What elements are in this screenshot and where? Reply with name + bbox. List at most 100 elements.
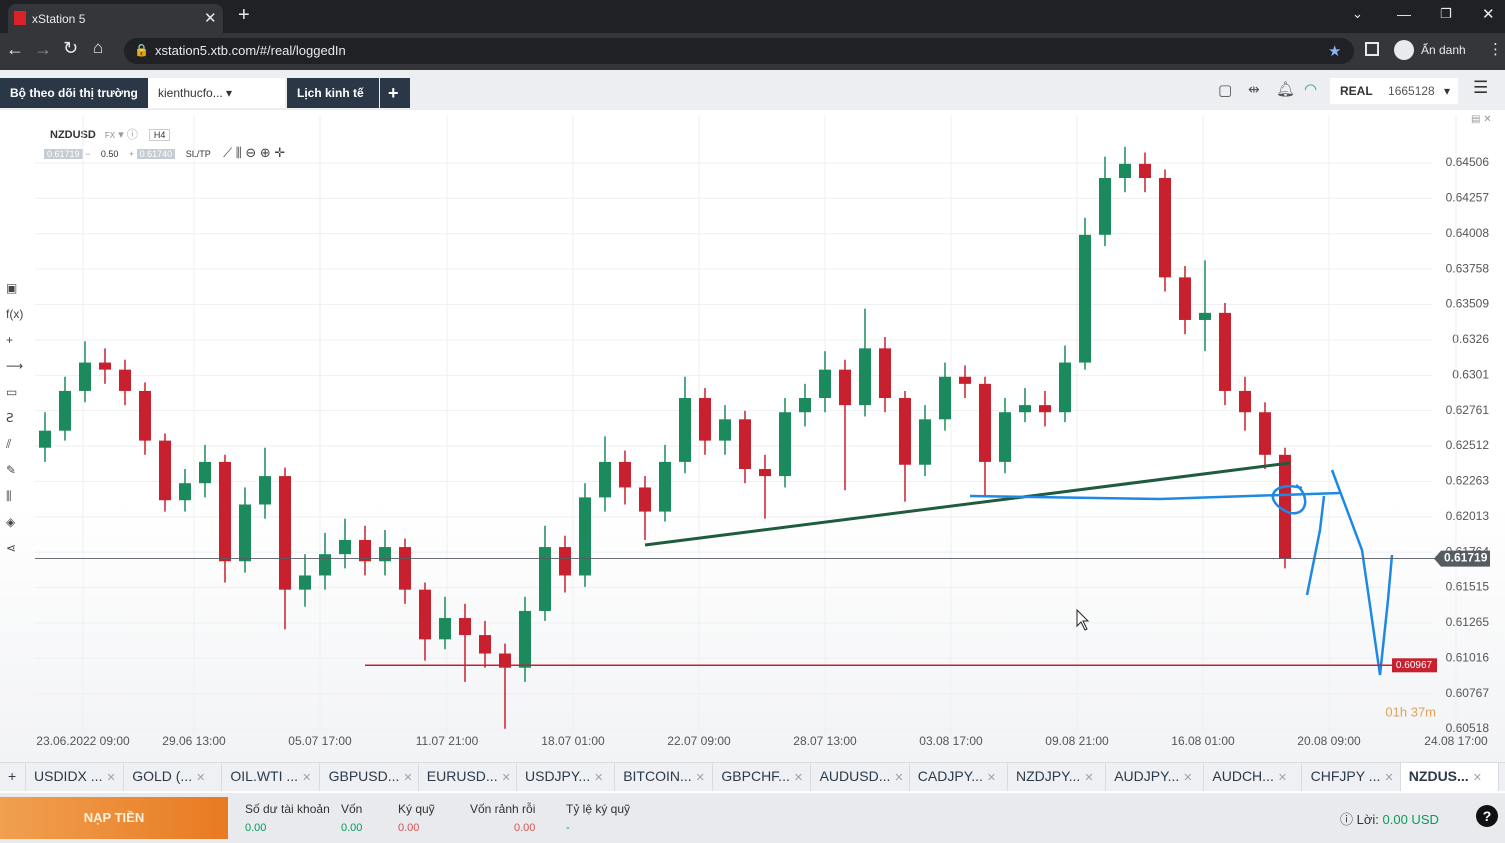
- instrument-tab[interactable]: USDJPY... ✕: [517, 763, 615, 791]
- instrument-tab[interactable]: NZDJPY... ✕: [1008, 763, 1106, 791]
- tab-close[interactable]: ✕: [1084, 772, 1094, 784]
- instrument-tab[interactable]: AUDUSD... ✕: [812, 763, 910, 791]
- stat-value: 0.00: [245, 822, 267, 834]
- x-tick-label: 11.07 21:00: [416, 734, 479, 748]
- tab-title: xStation 5: [32, 12, 86, 26]
- tab-close[interactable]: ✕: [196, 772, 206, 784]
- volume[interactable]: 0.50: [100, 149, 119, 159]
- maximize[interactable]: ❐: [1440, 6, 1452, 21]
- sidebar-icon[interactable]: [1365, 42, 1379, 56]
- tab-close[interactable]: ✕: [1472, 772, 1482, 784]
- candle-body: [239, 504, 251, 562]
- tool[interactable]: ▭: [6, 385, 18, 399]
- candle-body: [99, 362, 111, 370]
- tab-close[interactable]: ✕: [695, 772, 705, 784]
- reload[interactable]: ↻: [63, 38, 79, 58]
- candle-body: [1059, 362, 1071, 413]
- tab-close[interactable]: ✕: [986, 772, 997, 784]
- sound-icon[interactable]: ⇹: [1248, 81, 1260, 97]
- tool[interactable]: ⟶: [6, 359, 24, 373]
- bid-price[interactable]: 0.61719: [44, 149, 83, 159]
- instrument-tab[interactable]: USDIDX ... ✕: [26, 763, 124, 791]
- layout-icon[interactable]: ▢: [1218, 82, 1233, 99]
- tool[interactable]: ⫼: [6, 489, 12, 503]
- candle-body: [599, 461, 611, 498]
- tab-close[interactable]: ✕: [501, 772, 511, 784]
- tool[interactable]: ⋖: [6, 541, 17, 555]
- tool[interactable]: ⫽: [6, 437, 12, 451]
- browser-tabbar: xStation 5 ✕ + ⌄ — ❐ ✕: [0, 0, 1505, 33]
- url-field[interactable]: 🔒 xstation5.xtb.com/#/real/loggedIn ★: [124, 38, 1354, 64]
- add-tab[interactable]: +: [380, 78, 410, 108]
- bookmark-star[interactable]: ★: [1328, 43, 1342, 60]
- ask-price[interactable]: 0.61740: [136, 149, 176, 159]
- candle-body: [479, 635, 491, 654]
- app-tab[interactable]: Bộ theo dõi thị trường: [0, 78, 148, 108]
- tool-fx[interactable]: f(x): [6, 307, 24, 321]
- profile-avatar[interactable]: [1394, 40, 1414, 60]
- tab-close[interactable]: ✕: [793, 772, 804, 784]
- candle-body: [579, 497, 591, 576]
- close-window[interactable]: ✕: [1482, 6, 1495, 23]
- tab-search[interactable]: ⌄: [1352, 6, 1363, 21]
- tab-close[interactable]: ✕: [106, 772, 116, 784]
- help-button[interactable]: ?: [1476, 805, 1498, 827]
- tab-close[interactable]: ✕: [1384, 772, 1394, 784]
- tab-close[interactable]: ✕: [204, 10, 217, 27]
- app-tab-active[interactable]: kienthucfo... ▾ ⧉✕: [148, 78, 285, 130]
- tab-close[interactable]: ✕: [1277, 772, 1288, 784]
- sltp[interactable]: SL/TP: [185, 149, 211, 159]
- y-tick-label: 0.61265: [1446, 615, 1490, 629]
- instrument-tab[interactable]: CHFJPY ... ✕: [1303, 763, 1401, 791]
- instrument-tab[interactable]: GOLD (... ✕: [124, 763, 223, 791]
- instrument-tab[interactable]: OIL.WTI ... ✕: [222, 763, 321, 791]
- instrument-tab[interactable]: AUDCH... ✕: [1204, 763, 1303, 791]
- tool[interactable]: ✎: [6, 463, 17, 477]
- x-tick-label: 28.07 13:00: [793, 734, 857, 748]
- minimize[interactable]: —: [1397, 6, 1411, 22]
- browser-menu[interactable]: ⋮: [1488, 41, 1503, 58]
- price-tag: 0.61719: [1444, 551, 1488, 565]
- tab-close[interactable]: ✕: [302, 772, 312, 784]
- app-tab[interactable]: Lịch kinh tế: [287, 78, 379, 108]
- tab-close[interactable]: ✕: [894, 772, 904, 784]
- y-tick-label: 0.6326: [1452, 332, 1489, 346]
- account-selector[interactable]: REAL 1665128 ▾: [1330, 78, 1458, 104]
- browser-tab[interactable]: xStation 5 ✕: [8, 4, 223, 33]
- panel-controls[interactable]: ▤ ✕: [1471, 114, 1492, 125]
- new-tab[interactable]: +: [238, 4, 250, 26]
- level-tag: 0.60967: [1396, 660, 1433, 671]
- instrument-tab[interactable]: EURUSD... ✕: [419, 763, 517, 791]
- level-tag-bg: [1392, 658, 1437, 673]
- tab-close[interactable]: ✕: [403, 772, 413, 784]
- app-menu[interactable]: ☰: [1473, 78, 1489, 97]
- back[interactable]: ←: [6, 39, 24, 59]
- app-bar: Bộ theo dõi thị trường kienthucfo... ▾ ⧉…: [0, 70, 1505, 130]
- deposit-button[interactable]: NẠP TIỀN: [0, 797, 228, 839]
- home[interactable]: ⌂: [93, 38, 104, 57]
- add-instrument[interactable]: +: [0, 763, 26, 791]
- forward[interactable]: →: [34, 39, 52, 59]
- stat-label: Vốn: [341, 802, 363, 816]
- instrument-tab[interactable]: GBPUSD... ✕: [321, 763, 419, 791]
- candle-body: [199, 461, 211, 484]
- tool[interactable]: ▣: [6, 281, 18, 295]
- instrument-tab-active[interactable]: NZDUS... ✕: [1400, 763, 1499, 791]
- tool[interactable]: ◈: [6, 515, 16, 529]
- instrument-tab[interactable]: CADJPY... ✕: [910, 763, 1008, 791]
- tool[interactable]: Ꙅ: [6, 411, 14, 425]
- instrument-tab[interactable]: BITCOIN... ✕: [615, 763, 714, 791]
- instrument-tab[interactable]: AUDJPY... ✕: [1106, 763, 1205, 791]
- bell-icon[interactable]: 🔔︎: [1276, 81, 1296, 98]
- instrument-tab[interactable]: GBPCHF... ✕: [713, 763, 812, 791]
- candle-body: [399, 547, 411, 590]
- x-tick-label: 18.07 01:00: [541, 734, 605, 748]
- tab-close[interactable]: ✕: [594, 772, 604, 784]
- timeframe[interactable]: H4: [148, 129, 171, 141]
- profile-name[interactable]: Ẩn danh: [1421, 43, 1466, 57]
- tab-close[interactable]: ✕: [1183, 772, 1193, 784]
- connection-icon: ◠: [1304, 81, 1318, 98]
- candle-body: [819, 369, 831, 399]
- tool[interactable]: +: [6, 333, 14, 347]
